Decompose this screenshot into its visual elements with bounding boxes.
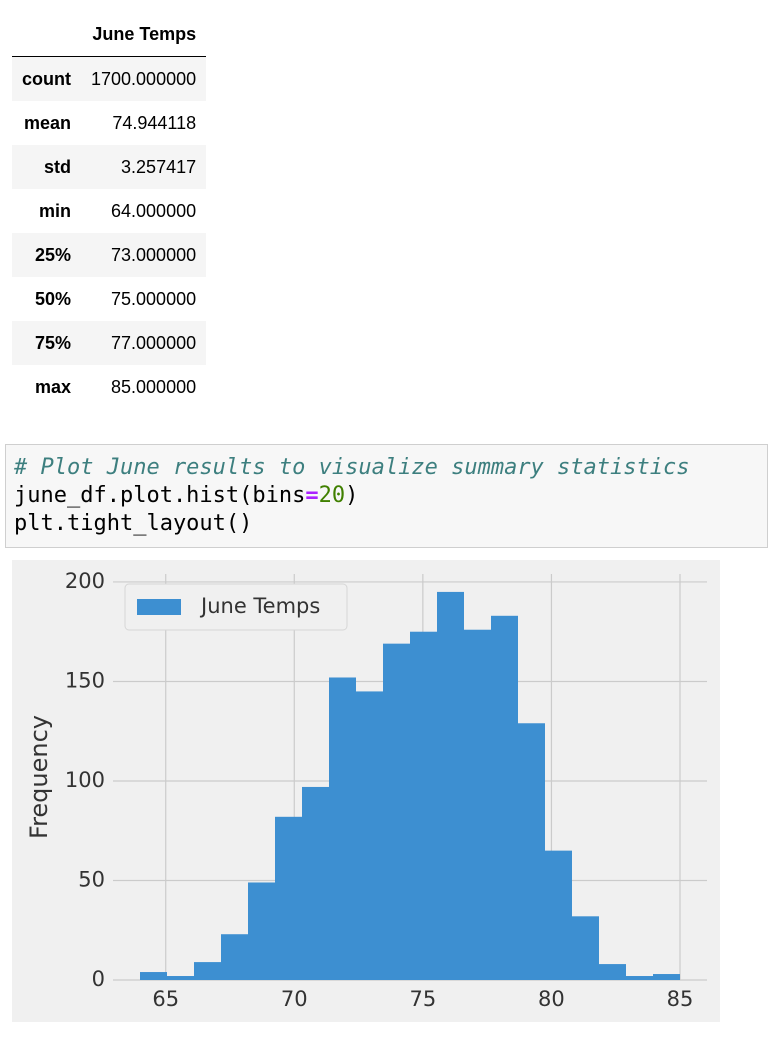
bar	[140, 972, 167, 980]
legend-swatch	[137, 599, 181, 615]
bar	[410, 631, 437, 980]
code-token: plt.tight_layout()	[14, 511, 253, 536]
cell: 3.257417	[121, 156, 197, 177]
row-label: 25%	[34, 244, 71, 265]
cell: 74.944118	[112, 112, 197, 133]
bar	[194, 962, 221, 980]
x-tick-label: 65	[152, 987, 179, 1011]
row-label: mean	[23, 112, 71, 133]
comment: # Plot June results to visualize summary…	[14, 455, 690, 480]
bar	[167, 976, 194, 980]
bar	[356, 691, 383, 980]
bar	[221, 934, 248, 980]
bar	[302, 786, 329, 980]
cell: 75.000000	[111, 288, 197, 309]
bar	[464, 629, 491, 980]
cell: 73.000000	[111, 244, 197, 265]
bar	[248, 882, 275, 980]
code-cell[interactable]: # Plot June results to visualize summary…	[5, 444, 768, 548]
y-tick-label: 50	[78, 867, 105, 891]
table-row: count 1700.000000	[12, 56, 207, 101]
bar	[599, 964, 626, 980]
table-row: 25% 73.000000	[12, 233, 207, 277]
legend-box	[124, 583, 348, 631]
bar	[437, 591, 464, 980]
cell: 1700.000000	[91, 68, 197, 89]
bar	[275, 816, 302, 980]
cell: 77.000000	[111, 332, 197, 353]
bar	[518, 723, 545, 980]
header-row: June Temps	[12, 12, 207, 57]
bar	[491, 615, 518, 980]
code-line: # Plot June results to visualize summary…	[14, 454, 767, 482]
legend: June Temps	[124, 583, 348, 631]
table-row: mean 74.944118	[12, 101, 206, 145]
code-line: plt.tight_layout()	[14, 510, 767, 538]
row-label: max	[34, 376, 71, 397]
code-token: 20	[318, 483, 346, 508]
legend-label: June Temps	[199, 594, 320, 618]
x-tick-label: 80	[538, 987, 565, 1011]
bar	[383, 643, 410, 980]
y-axis-label: Frequency	[25, 715, 53, 839]
row-label: 50%	[34, 288, 71, 309]
row-label: 75%	[34, 332, 71, 353]
y-tick-label: 100	[65, 768, 105, 792]
column-header: June Temps	[81, 12, 207, 57]
bar	[329, 677, 356, 980]
bar	[653, 974, 680, 980]
code-line: june_df.plot.hist(bins=20)	[14, 482, 767, 510]
corner	[12, 12, 81, 57]
code-token: june_df.plot.hist(bins	[14, 483, 306, 508]
table-row: 75% 77.000000	[12, 321, 207, 365]
bar	[545, 850, 572, 980]
cell: 64.000000	[111, 200, 197, 221]
table-row: std 3.257417	[12, 145, 207, 189]
table-row: 50% 75.000000	[12, 277, 206, 321]
y-tick-label: 200	[65, 569, 105, 593]
y-tick-label: 0	[92, 967, 105, 991]
bar	[626, 976, 653, 980]
x-tick-label: 85	[667, 987, 694, 1011]
code-token: =	[305, 483, 319, 508]
table-row: max 85.000000	[12, 365, 206, 409]
summary-table: June Temps count 1700.000000 mean 74.944118…	[12, 12, 207, 409]
row-label: count	[22, 68, 71, 89]
cell: 85.000000	[111, 376, 197, 397]
code-token: )	[345, 483, 359, 508]
y-tick-label: 150	[65, 668, 105, 692]
x-tick-label: 70	[281, 987, 308, 1011]
x-tick-label: 75	[409, 987, 436, 1011]
bar	[572, 916, 599, 980]
row-label: min	[38, 200, 71, 221]
row-label: std	[44, 156, 71, 177]
table-row: min 64.000000	[12, 189, 206, 233]
